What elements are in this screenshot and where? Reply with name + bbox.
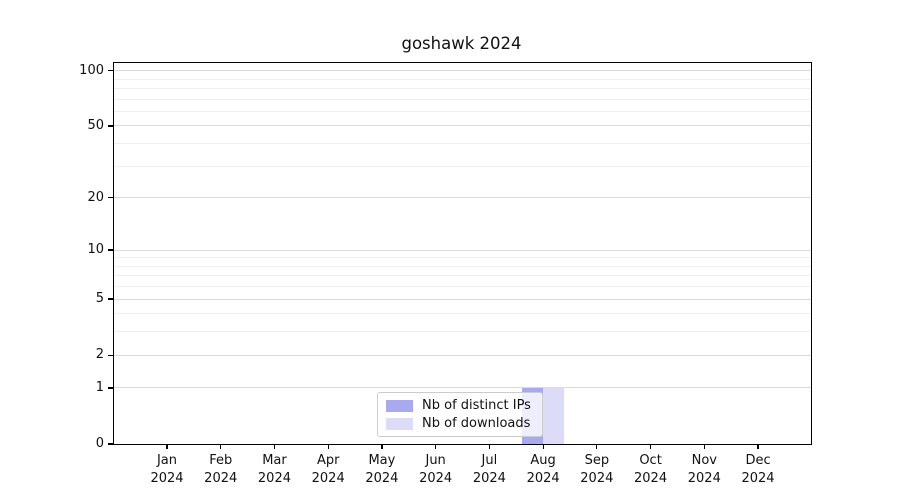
legend-swatch-distinct-ips — [386, 399, 413, 412]
x-tick-label: Oct 2024 — [634, 453, 668, 486]
x-tick-label: Feb 2024 — [204, 453, 238, 486]
y-gridline-major — [114, 387, 811, 389]
x-tick-mark — [381, 444, 383, 449]
y-tick-label: 100 — [79, 62, 104, 78]
y-tick-mark — [108, 354, 113, 356]
y-tick-mark — [108, 443, 113, 445]
x-tick-label: Nov 2024 — [687, 453, 721, 486]
y-gridline-major — [114, 249, 811, 251]
x-tick-mark — [703, 444, 705, 449]
x-tick-mark — [542, 444, 544, 449]
x-tick-mark — [649, 444, 652, 449]
y-gridline-minor — [114, 165, 811, 167]
y-tick-label: 20 — [87, 189, 104, 205]
y-gridline-major — [114, 298, 811, 300]
x-tick-mark — [596, 444, 598, 449]
y-gridline-minor — [114, 313, 811, 315]
y-gridline-minor — [114, 331, 811, 333]
y-tick-label: 0 — [95, 436, 104, 451]
bar-downloads — [543, 387, 565, 444]
y-tick-label: 10 — [87, 242, 104, 257]
y-tick-mark — [108, 387, 113, 389]
y-gridline-minor — [114, 110, 811, 112]
y-gridline-minor — [114, 87, 811, 89]
plot-area: 0 1 2 5 10 20 50 100 Jan 2024 Feb 2024 Mar 2024 Apr… — [79, 62, 812, 486]
x-tick-label: Apr 2024 — [311, 453, 345, 486]
y-tick-mark — [108, 125, 113, 127]
legend-item-downloads: Nb of downloads — [386, 416, 534, 431]
y-gridline-minor — [114, 78, 811, 80]
y-gridline-minor — [114, 143, 811, 145]
x-tick-mark — [757, 444, 759, 449]
x-tick-mark — [220, 444, 222, 449]
x-tick-label: Jan 2024 — [150, 453, 184, 486]
chart-title: goshawk 2024 — [401, 34, 522, 53]
legend-item-distinct-ips: Nb of distinct IPs — [386, 398, 534, 413]
y-tick-mark — [108, 70, 113, 72]
y-tick-mark — [108, 197, 113, 199]
x-tick-mark — [166, 444, 168, 449]
y-gridline-major — [114, 197, 811, 199]
y-gridline-minor — [114, 257, 811, 259]
y-gridline-major — [114, 354, 811, 356]
x-tick-label: Aug 2024 — [526, 453, 560, 486]
x-tick-label: May 2024 — [365, 453, 399, 486]
legend: Nb of distinct IPs Nb of downloads — [377, 392, 543, 437]
y-gridline-minor — [114, 286, 811, 288]
y-tick-label: 2 — [95, 347, 104, 363]
y-tick-label: 50 — [87, 117, 104, 133]
x-tick-mark — [327, 444, 329, 449]
legend-label: Nb of downloads — [422, 416, 531, 431]
y-gridline-minor — [114, 265, 811, 267]
x-tick-mark — [435, 444, 437, 449]
x-tick-label: Jul 2024 — [472, 453, 506, 486]
y-tick-label: 1 — [95, 379, 104, 395]
y-tick-label: 5 — [95, 291, 104, 307]
y-tick-mark — [108, 298, 113, 300]
legend-label: Nb of distinct IPs — [422, 398, 531, 413]
y-gridline-minor — [114, 98, 811, 100]
x-tick-label: Sep 2024 — [580, 453, 614, 486]
x-tick-label: Dec 2024 — [741, 453, 775, 486]
x-tick-mark — [488, 444, 490, 449]
y-gridline-major — [114, 70, 811, 72]
x-tick-mark — [273, 444, 276, 449]
y-gridline-minor — [114, 275, 811, 277]
legend-swatch-downloads — [386, 417, 413, 430]
x-tick-label: Mar 2024 — [257, 453, 291, 486]
y-gridline-major — [114, 125, 811, 127]
x-tick-label: Jun 2024 — [419, 453, 453, 486]
y-tick-mark — [108, 249, 113, 251]
